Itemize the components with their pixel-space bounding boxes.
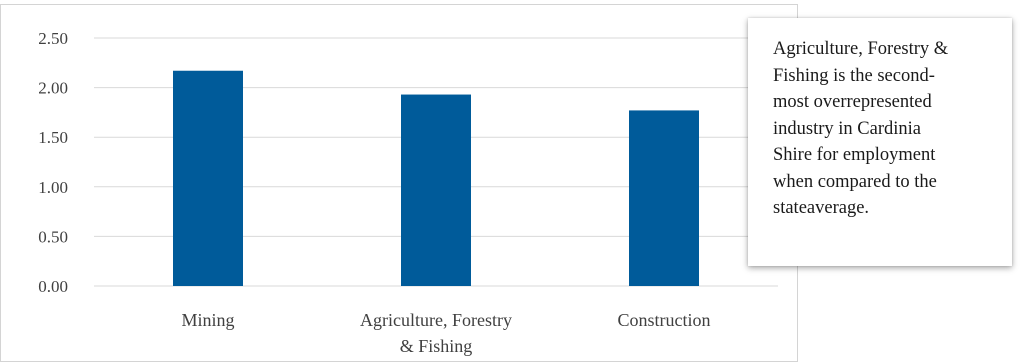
callout-text: Agriculture, Forestry & Fishing is the s…: [773, 36, 992, 222]
y-tick-label: 0.50: [38, 227, 68, 246]
y-tick-label: 2.00: [38, 79, 68, 98]
bar: [401, 94, 471, 286]
x-category-label: Mining: [181, 310, 234, 330]
x-category-label: & Fishing: [400, 336, 473, 356]
x-category-label: Construction: [618, 310, 711, 330]
callout-line: Agriculture, Forestry &: [773, 39, 949, 59]
y-tick-label: 2.50: [38, 29, 68, 48]
callout-line: Shire for employment: [773, 145, 936, 165]
y-axis-ticks: 0.00 0.50 1.00 1.50 2.00 2.50: [38, 29, 68, 296]
y-tick-label: 0.00: [38, 277, 68, 296]
x-category-label: Agriculture, Forestry: [360, 310, 512, 330]
annotation-callout: Agriculture, Forestry & Fishing is the s…: [748, 18, 1012, 266]
callout-line: Fishing is the second-: [773, 65, 935, 86]
y-tick-label: 1.00: [38, 178, 68, 197]
callout-line: industry in Cardinia: [773, 118, 921, 139]
bar: [173, 70, 243, 287]
bars: [173, 70, 699, 287]
bar: [629, 110, 699, 286]
callout-line: most overrepresented: [773, 92, 932, 112]
callout-line: stateaverage.: [773, 198, 870, 218]
y-tick-label: 1.50: [38, 128, 68, 147]
x-axis-categories: Mining Agriculture, Forestry & Fishing Cons…: [181, 310, 710, 356]
callout-line: when compared to the: [773, 171, 937, 192]
